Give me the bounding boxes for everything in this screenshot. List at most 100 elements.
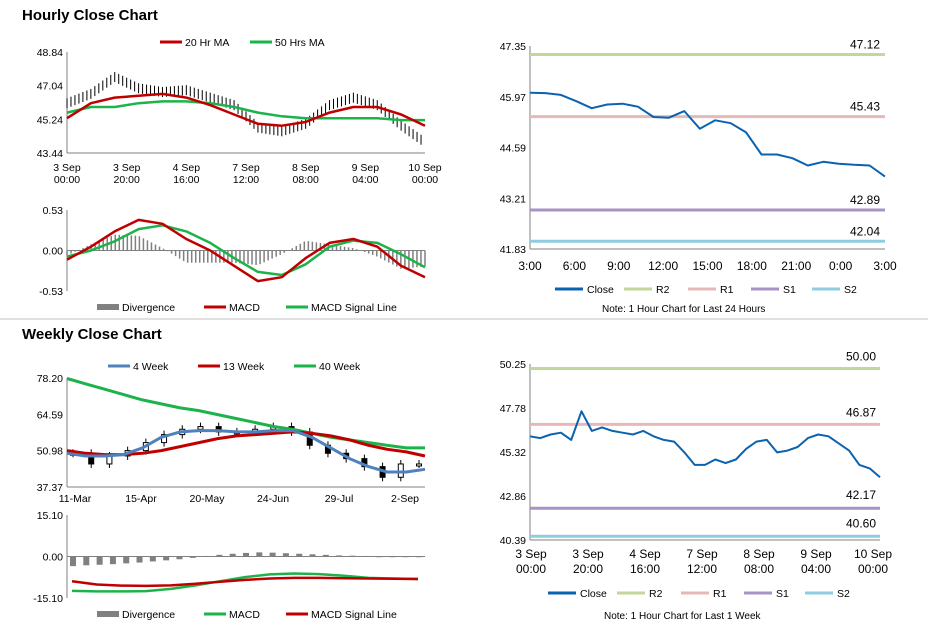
weekly-price-candle-body — [416, 463, 422, 467]
weekly-pivot-chart: 50.25 47.78 45.32 42.86 40.39 50.00 46.87 42.17… — [500, 349, 893, 600]
hourly-price-x-tick-date: 7 Sep — [232, 162, 260, 174]
hourly-macd-legend-label: MACD Signal Line — [311, 302, 397, 314]
hourly-macd-legend-label: MACD — [229, 302, 260, 314]
weekly-pivot-x-tick-date: 7 Sep — [686, 547, 718, 561]
weekly-note: Note: 1 Hour Chart for Last 1 Week — [604, 611, 761, 622]
hourly-pivot-y-tick: 43.21 — [500, 193, 526, 205]
weekly-divergence-bar — [296, 553, 303, 557]
hourly-20hr-ma-line — [66, 92, 426, 127]
weekly-pivot-x-tick-time: 12:00 — [687, 562, 717, 576]
hourly-pivot-x-tick: 3:00 — [518, 259, 542, 273]
hourly-pivot-y-tick: 44.59 — [500, 143, 526, 155]
weekly-chart-title: Weekly Close Chart — [22, 326, 162, 343]
hourly-50hr-ma-line — [66, 100, 425, 122]
weekly-divergence-bar — [243, 552, 249, 557]
weekly-price-x-tick: 24-Jun — [257, 493, 289, 505]
weekly-pivot-x-tick-date: 10 Sep — [854, 547, 892, 561]
weekly-macd-y-tick: 15.10 — [37, 510, 63, 522]
weekly-pivot-r1-label: 46.87 — [846, 405, 876, 419]
hourly-pivot-legend-label: S2 — [844, 284, 857, 296]
hourly-price-x-tick-date: 4 Sep — [173, 162, 201, 174]
hourly-pivot-legend-label: Close — [587, 284, 614, 296]
weekly-40week-line — [66, 377, 425, 450]
weekly-pivot-x-tick-date: 8 Sep — [743, 547, 775, 561]
hourly-price-y-tick: 47.04 — [37, 81, 63, 93]
hourly-macd-legend-label: Divergence — [122, 302, 175, 314]
weekly-pivot-y-tick: 42.86 — [500, 491, 526, 503]
hourly-price-x-tick-date: 3 Sep — [113, 162, 141, 174]
weekly-pivot-legend-label: R2 — [649, 588, 663, 600]
weekly-4week-line — [66, 429, 426, 474]
weekly-divergence-bar — [203, 555, 210, 557]
weekly-macd-legend-swatch — [97, 611, 119, 617]
hourly-pivot-x-tick: 6:00 — [563, 259, 587, 273]
hourly-pivot-s2-label: 42.04 — [850, 224, 880, 238]
hourly-price-y-tick: 48.84 — [37, 47, 63, 59]
hourly-pivot-y-tick: 45.97 — [500, 92, 526, 104]
hourly-price-chart: 48.84 47.04 45.24 43.44 20 Hr MA 50 Hrs MA 3 S… — [37, 37, 442, 186]
weekly-divergence-bar — [376, 556, 383, 558]
hourly-pivot-legend-label: S1 — [783, 284, 796, 296]
weekly-divergence-bar — [282, 553, 289, 557]
weekly-divergence-bar — [416, 556, 422, 558]
weekly-divergence-bar — [402, 556, 409, 558]
weekly-divergence-bar — [216, 554, 223, 557]
hourly-pivot-x-tick: 15:00 — [692, 259, 722, 273]
hourly-price-y-tick: 43.44 — [37, 148, 63, 160]
hourly-price-x-tick-time: 08:00 — [293, 174, 319, 186]
weekly-price-legend-label: 13 Week — [223, 361, 265, 373]
weekly-pivot-legend-label: S1 — [776, 588, 789, 600]
hourly-pivot-r2-label: 47.12 — [850, 37, 880, 51]
weekly-price-x-tick: 15-Apr — [125, 493, 157, 505]
weekly-pivot-y-tick: 45.32 — [500, 447, 526, 459]
weekly-pivot-x-tick-date: 3 Sep — [515, 547, 547, 561]
hourly-pivot-x-tick: 3:00 — [873, 259, 897, 273]
weekly-divergence-bar — [336, 555, 343, 557]
weekly-macd-y-tick: 0.00 — [43, 552, 64, 564]
weekly-pivot-y-tick: 47.78 — [500, 403, 526, 415]
hourly-pivot-y-tick: 47.35 — [500, 41, 526, 53]
weekly-pivot-x-tick-time: 00:00 — [858, 562, 888, 576]
hourly-price-x-tick-time: 00:00 — [412, 174, 438, 186]
hourly-macd-line — [66, 218, 426, 283]
hourly-macd-chart: 0.53 0.00 -0.53 Divergence MACD MACD Signal L… — [39, 205, 426, 314]
weekly-pivot-x-tick-time: 08:00 — [744, 562, 774, 576]
weekly-divergence-bar — [189, 556, 196, 558]
hourly-pivot-r1-label: 45.43 — [850, 100, 880, 114]
hourly-pivot-y-tick: 41.83 — [500, 244, 526, 256]
hourly-macd-y-tick: 0.53 — [43, 205, 64, 217]
weekly-divergence-bar — [109, 556, 116, 565]
weekly-pivot-legend-label: S2 — [837, 588, 850, 600]
weekly-divergence-bar — [256, 552, 263, 557]
weekly-price-x-tick: 2-Sep — [391, 493, 419, 505]
hourly-note: Note: 1 Hour Chart for Last 24 Hours — [602, 304, 766, 315]
weekly-divergence-bar — [96, 556, 103, 565]
weekly-macd-signal-line — [71, 576, 419, 588]
hourly-price-legend-label: 50 Hrs MA — [275, 37, 325, 49]
hourly-pivot-legend-label: R2 — [656, 284, 670, 296]
weekly-price-legend-label: 4 Week — [133, 361, 169, 373]
weekly-pivot-r2-label: 50.00 — [846, 349, 876, 363]
weekly-divergence-bar — [123, 556, 130, 564]
weekly-divergence-bar — [389, 556, 396, 558]
weekly-price-x-tick: 29-Jul — [325, 493, 354, 505]
weekly-pivot-x-tick-time: 16:00 — [630, 562, 660, 576]
weekly-pivot-x-tick-date: 9 Sep — [800, 547, 832, 561]
weekly-divergence-bar — [83, 556, 90, 566]
weekly-macd-legend-label: MACD — [229, 609, 260, 621]
weekly-price-y-tick: 37.37 — [37, 482, 63, 494]
weekly-divergence-bar — [176, 556, 183, 560]
hourly-macd-y-tick: 0.00 — [43, 246, 64, 258]
hourly-price-x-tick-date: 3 Sep — [53, 162, 81, 174]
hourly-pivot-close-line — [529, 91, 886, 178]
hourly-macd-y-tick: -0.53 — [39, 286, 63, 298]
weekly-price-y-tick: 78.20 — [37, 373, 63, 385]
weekly-divergence-bar — [70, 556, 76, 567]
hourly-price-x-tick-date: 8 Sep — [292, 162, 320, 174]
hourly-pivot-x-tick: 0:00 — [829, 259, 853, 273]
weekly-divergence-bar — [322, 554, 329, 557]
hourly-pivot-x-tick: 18:00 — [737, 259, 767, 273]
weekly-pivot-x-tick-date: 3 Sep — [572, 547, 604, 561]
weekly-divergence-bar — [309, 554, 316, 557]
